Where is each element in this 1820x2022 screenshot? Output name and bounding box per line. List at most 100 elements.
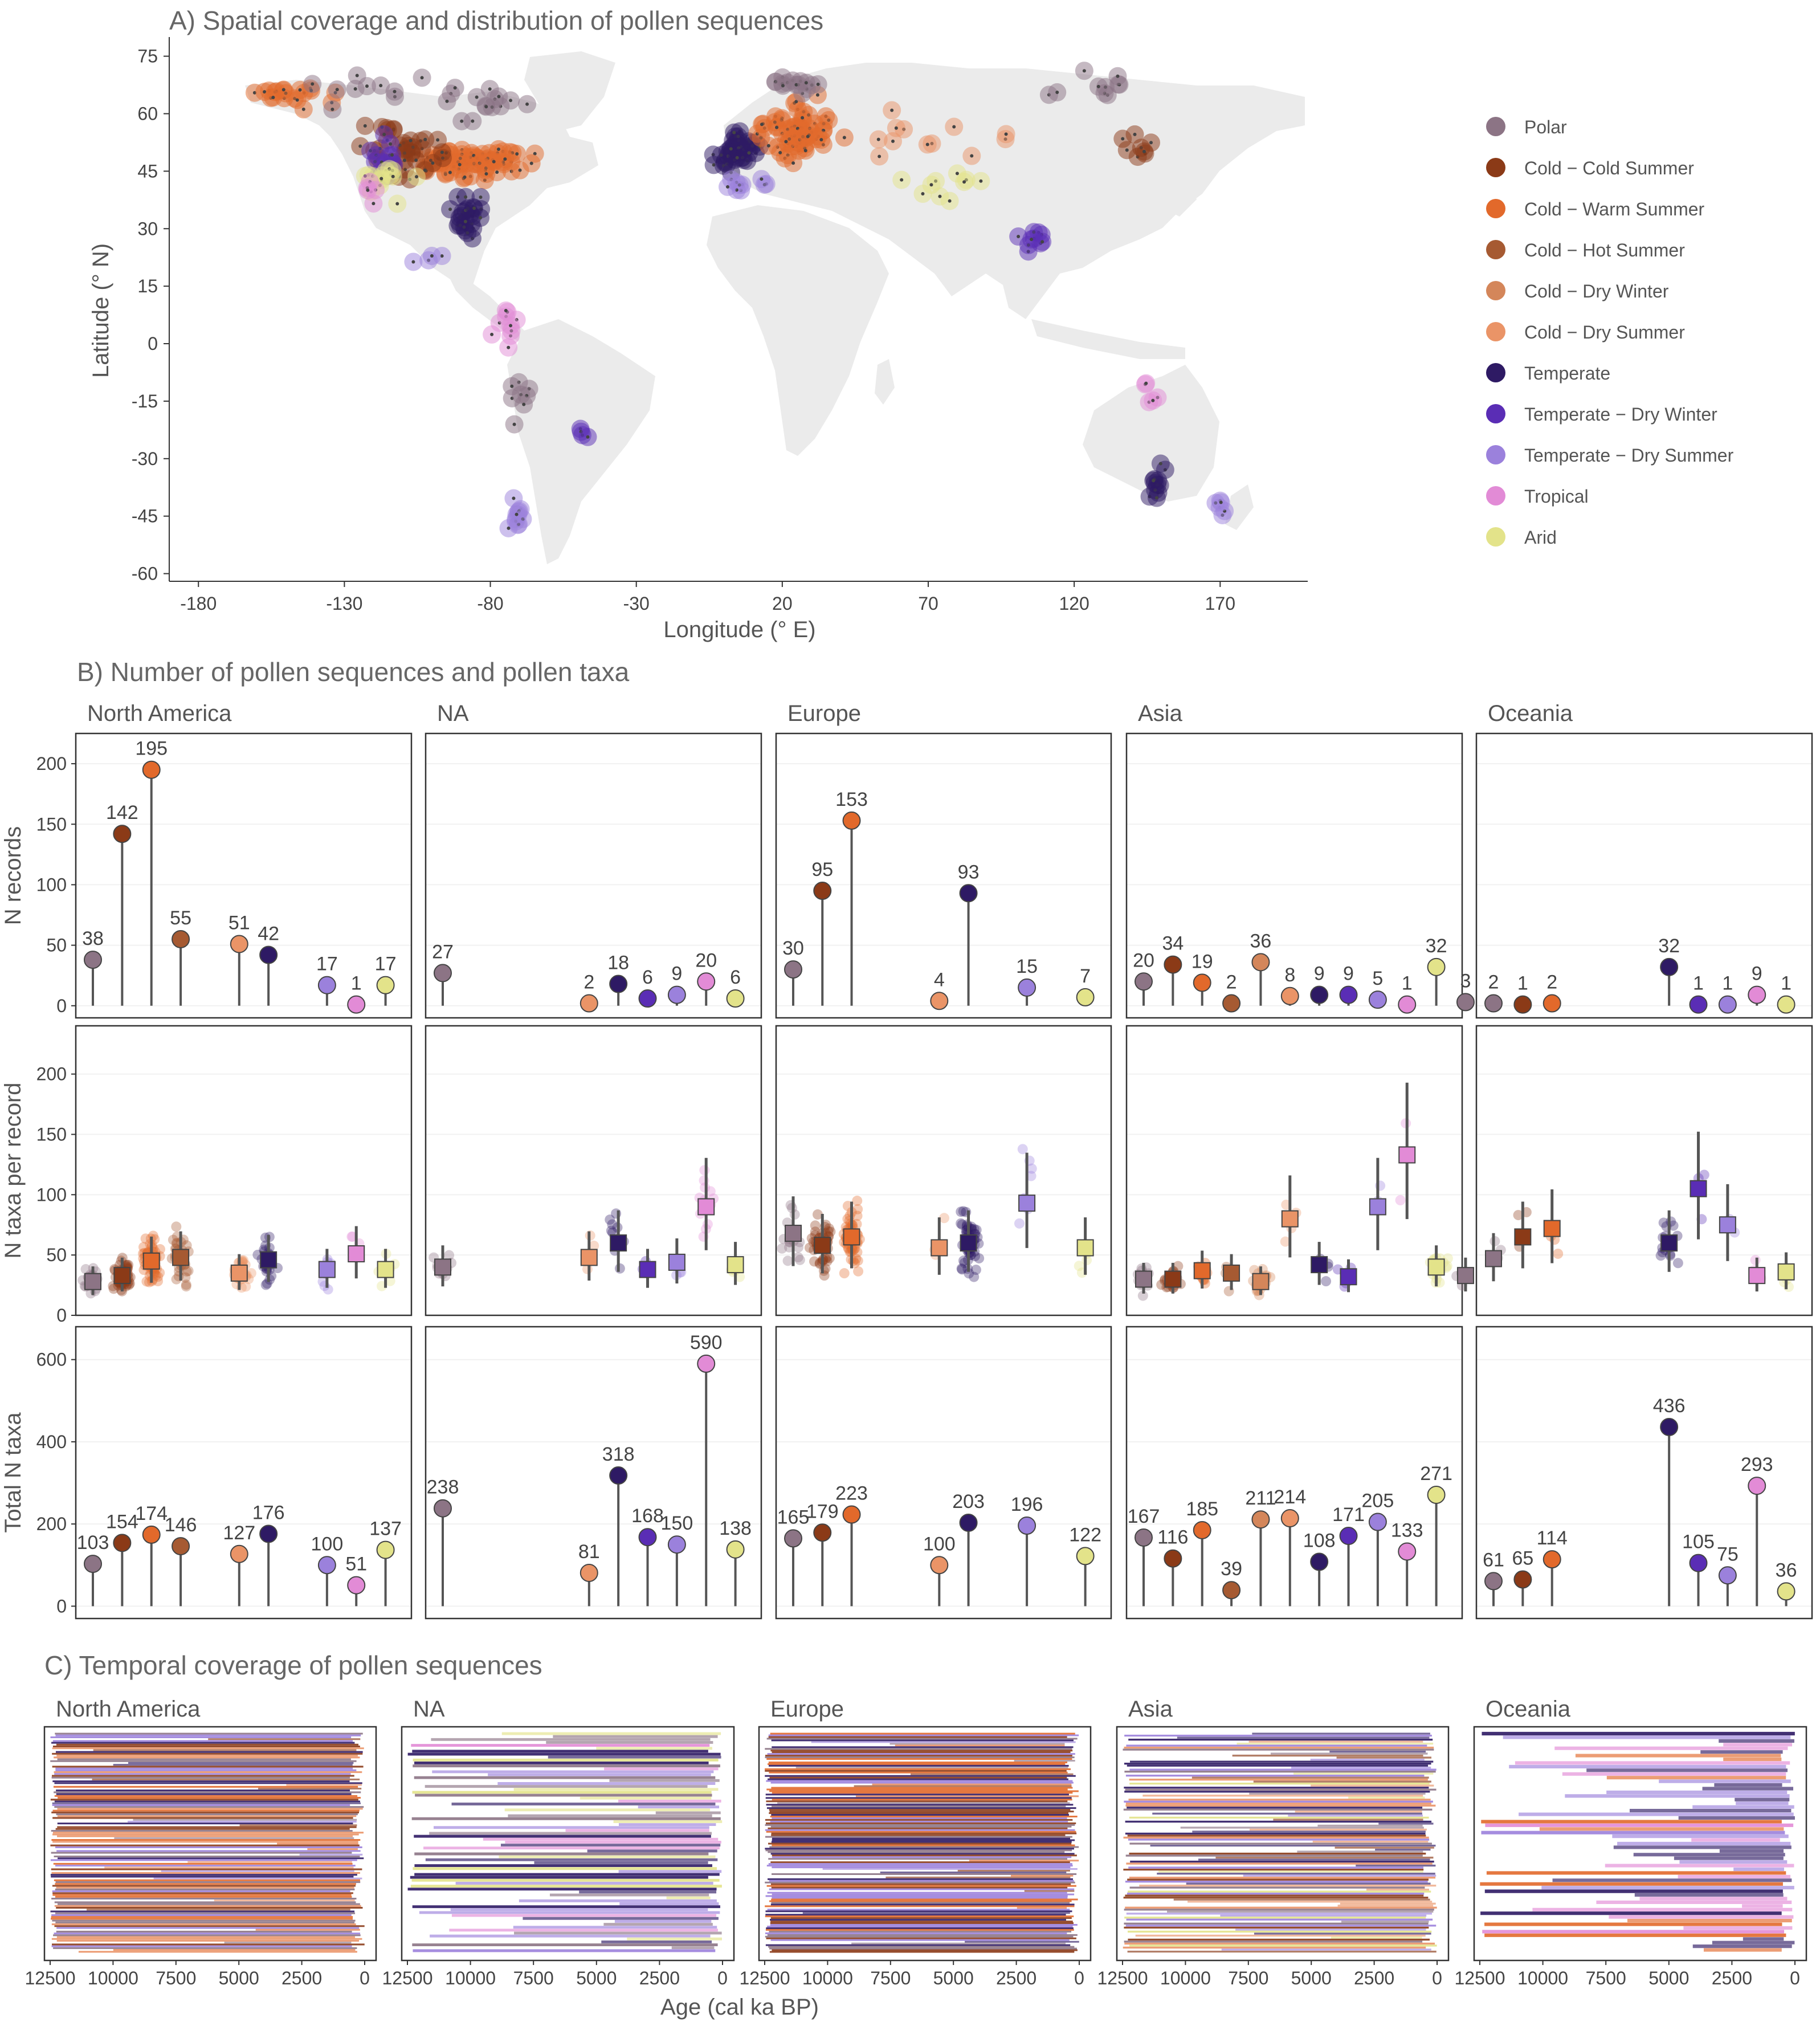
data-label: 6 [642, 967, 653, 988]
map-point [1142, 149, 1146, 153]
map-point [1030, 238, 1034, 242]
map-point [891, 139, 895, 143]
map-x-tick-label: 170 [1205, 593, 1235, 614]
lollipop-point [1076, 988, 1095, 1006]
map-point [842, 136, 846, 140]
map-point [747, 151, 751, 155]
lollipop-point [317, 1556, 336, 1575]
x-tick-label: 2500 [1712, 1968, 1752, 1988]
map-point [784, 140, 788, 144]
map-point [525, 102, 529, 106]
map-point [1154, 496, 1158, 500]
taxa-median [1514, 1228, 1532, 1246]
lollipop-point [1513, 1570, 1532, 1589]
map-point [948, 199, 952, 203]
map-point [925, 142, 929, 146]
taxa-point [777, 1243, 787, 1254]
legend-label: Temperate − Dry Winter [1524, 404, 1717, 425]
map-point [479, 195, 483, 199]
taxa-point [1553, 1248, 1564, 1259]
taxa-point [839, 1268, 850, 1279]
taxa-point [1395, 1195, 1406, 1206]
y-tick-label: 50 [46, 1245, 67, 1265]
panel-b-row-label: N records [1, 826, 26, 925]
x-tick-label: 5000 [219, 1968, 259, 1988]
x-tick-label: 10000 [1517, 1968, 1568, 1988]
data-label: 154 [106, 1511, 138, 1532]
map-x-tick-label: -180 [180, 593, 217, 614]
taxa-median [1398, 1146, 1416, 1164]
lollipop-point [172, 930, 190, 948]
map-point [271, 95, 275, 99]
lollipop-point [1135, 1528, 1153, 1547]
taxa-median [1076, 1239, 1094, 1257]
y-tick-label: 100 [36, 874, 67, 895]
data-label: 1 [1402, 973, 1413, 994]
panel-c-grid: North America 12500 10000 7500 5000 2500 0 NA 12… [25, 1697, 1807, 1988]
map-point [900, 178, 904, 182]
taxa-median [1018, 1195, 1036, 1212]
taxa-median [960, 1234, 977, 1251]
world-map [245, 51, 1305, 564]
taxa-median [1252, 1273, 1270, 1290]
map-point [509, 99, 513, 103]
lollipop-point [1280, 1509, 1299, 1528]
map-point [512, 422, 516, 426]
lollipop-point [1164, 1549, 1182, 1568]
map-point [760, 123, 764, 127]
panel-frame [1475, 1025, 1813, 1316]
data-label: 6 [730, 967, 741, 988]
data-label: 61 [1483, 1549, 1504, 1571]
data-label: 146 [165, 1514, 197, 1536]
map-x-tick-label: 20 [772, 593, 793, 614]
taxa-point [1750, 1255, 1761, 1266]
map-point [1004, 132, 1008, 136]
data-label: 114 [1537, 1527, 1568, 1549]
map-point [471, 119, 475, 123]
lollipop-point [259, 1524, 278, 1543]
map-point [415, 175, 419, 179]
map-point [890, 108, 894, 112]
legend-swatch [1486, 486, 1505, 506]
map-point [492, 160, 496, 164]
map-point [330, 107, 334, 111]
data-label: 9 [671, 963, 682, 985]
taxa-point [1668, 1220, 1679, 1231]
map-x-tick-label: -80 [477, 593, 503, 614]
map-point [281, 88, 285, 92]
lollipop-point [842, 811, 861, 830]
data-label: 138 [719, 1518, 752, 1539]
lollipop-point [1368, 1513, 1387, 1531]
taxa-point [956, 1218, 966, 1229]
map-point [298, 88, 302, 92]
data-label: 2 [1226, 972, 1237, 993]
taxa-point [1321, 1276, 1332, 1287]
panel-b-title: B) Number of pollen sequences and pollen… [77, 657, 630, 687]
lollipop-point [784, 1529, 802, 1548]
taxa-point [804, 1242, 815, 1253]
panel-c-region-title: Oceania [1486, 1697, 1571, 1722]
panel-c-region-title: NA [413, 1697, 445, 1722]
map-points [245, 62, 1234, 537]
map-point [414, 158, 418, 162]
map-y-tick-label: -15 [132, 391, 158, 411]
taxa-point [155, 1244, 166, 1255]
data-label: 133 [1391, 1519, 1423, 1541]
map-point [732, 131, 736, 134]
taxa-point [794, 1254, 805, 1265]
map-point [529, 161, 533, 165]
lollipop-point [142, 1525, 161, 1544]
panel-frame [1125, 732, 1463, 1019]
legend-swatch [1486, 281, 1505, 300]
map-point [816, 82, 820, 86]
lollipop-point [1748, 985, 1766, 1004]
map-point [815, 93, 819, 97]
x-tick-label: 2500 [639, 1968, 680, 1988]
taxa-median [1660, 1234, 1678, 1251]
lollipop-point [1339, 1527, 1358, 1546]
data-label: 223 [835, 1483, 868, 1505]
taxa-point [181, 1240, 192, 1251]
map-point [423, 137, 427, 141]
map-y-tick-label: 45 [137, 161, 158, 181]
y-tick-label: 150 [36, 814, 67, 834]
